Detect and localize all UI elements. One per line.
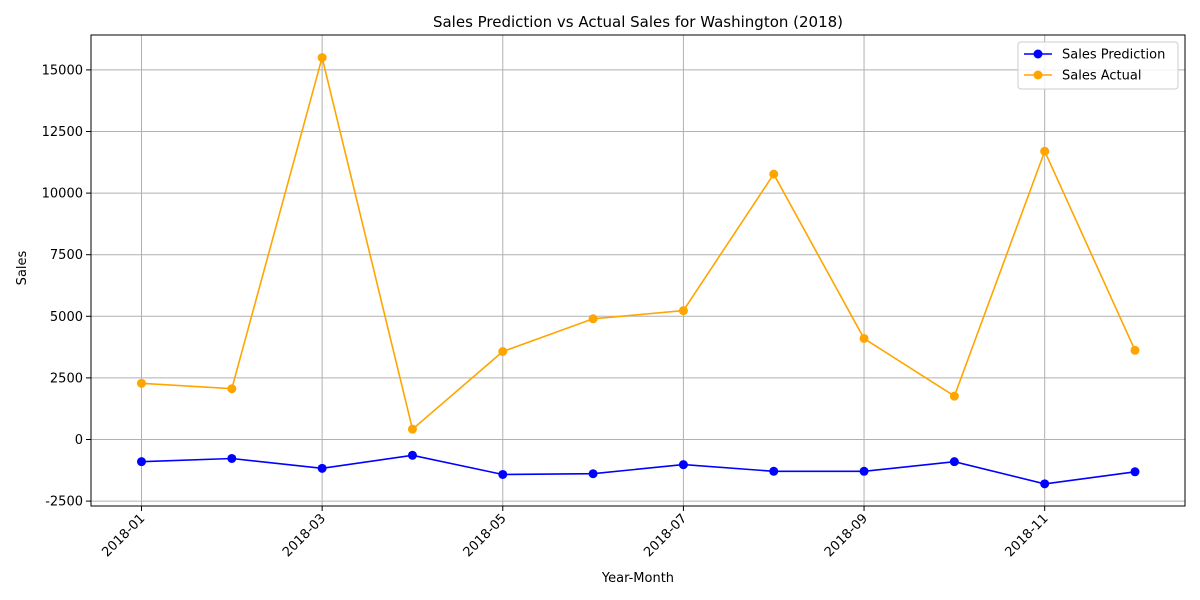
y-axis-label: Sales (15, 250, 30, 285)
data-point (137, 378, 146, 388)
data-point (949, 457, 959, 467)
series-layer (137, 53, 1140, 489)
data-point (407, 450, 417, 460)
data-point (1040, 479, 1050, 489)
data-point (769, 466, 779, 476)
data-point (1130, 467, 1140, 477)
chart-title: Sales Prediction vs Actual Sales for Was… (433, 13, 843, 31)
data-point (678, 460, 688, 470)
data-point (407, 424, 417, 434)
plot-frame (90, 34, 1186, 507)
y-tick-label: 7500 (50, 248, 83, 263)
data-point (678, 306, 688, 316)
y-tick-label: 0 (75, 433, 83, 448)
data-point (859, 466, 869, 476)
legend-label: Sales Actual (1062, 69, 1141, 84)
data-point (227, 384, 237, 394)
y-tick-label: -2500 (45, 495, 83, 510)
series-line (141, 57, 1136, 431)
x-axis-label: Year-Month (601, 571, 674, 586)
data-point (137, 457, 146, 467)
data-point (949, 391, 959, 401)
grid-lines (91, 35, 1185, 506)
data-point (317, 53, 327, 63)
legend: Sales Prediction Sales Actual (1017, 41, 1179, 90)
series-sales-prediction (137, 450, 1140, 489)
legend-box (1017, 41, 1179, 90)
y-tick-label: 12500 (42, 125, 83, 140)
y-tick-label: 5000 (50, 310, 83, 325)
series-line (141, 454, 1136, 485)
data-point (588, 469, 598, 479)
y-tick-label: 15000 (42, 63, 83, 78)
data-point (588, 314, 598, 324)
legend-marker (1033, 70, 1043, 80)
data-point (769, 169, 779, 179)
y-tick-label: 2500 (50, 371, 83, 386)
y-tick-label: 10000 (42, 187, 83, 202)
series-sales-actual (137, 53, 1140, 434)
data-point (1040, 146, 1050, 156)
data-point (317, 463, 327, 473)
data-point (227, 453, 237, 463)
legend-marker (1033, 49, 1043, 59)
legend-label: Sales Prediction (1062, 48, 1165, 63)
data-point (498, 347, 508, 357)
data-point (498, 469, 508, 479)
data-point (1130, 345, 1140, 355)
y-axis-ticks: -2500 0 2500 5000 7500 10000 12500 15000 (42, 63, 91, 510)
data-point (859, 333, 869, 343)
